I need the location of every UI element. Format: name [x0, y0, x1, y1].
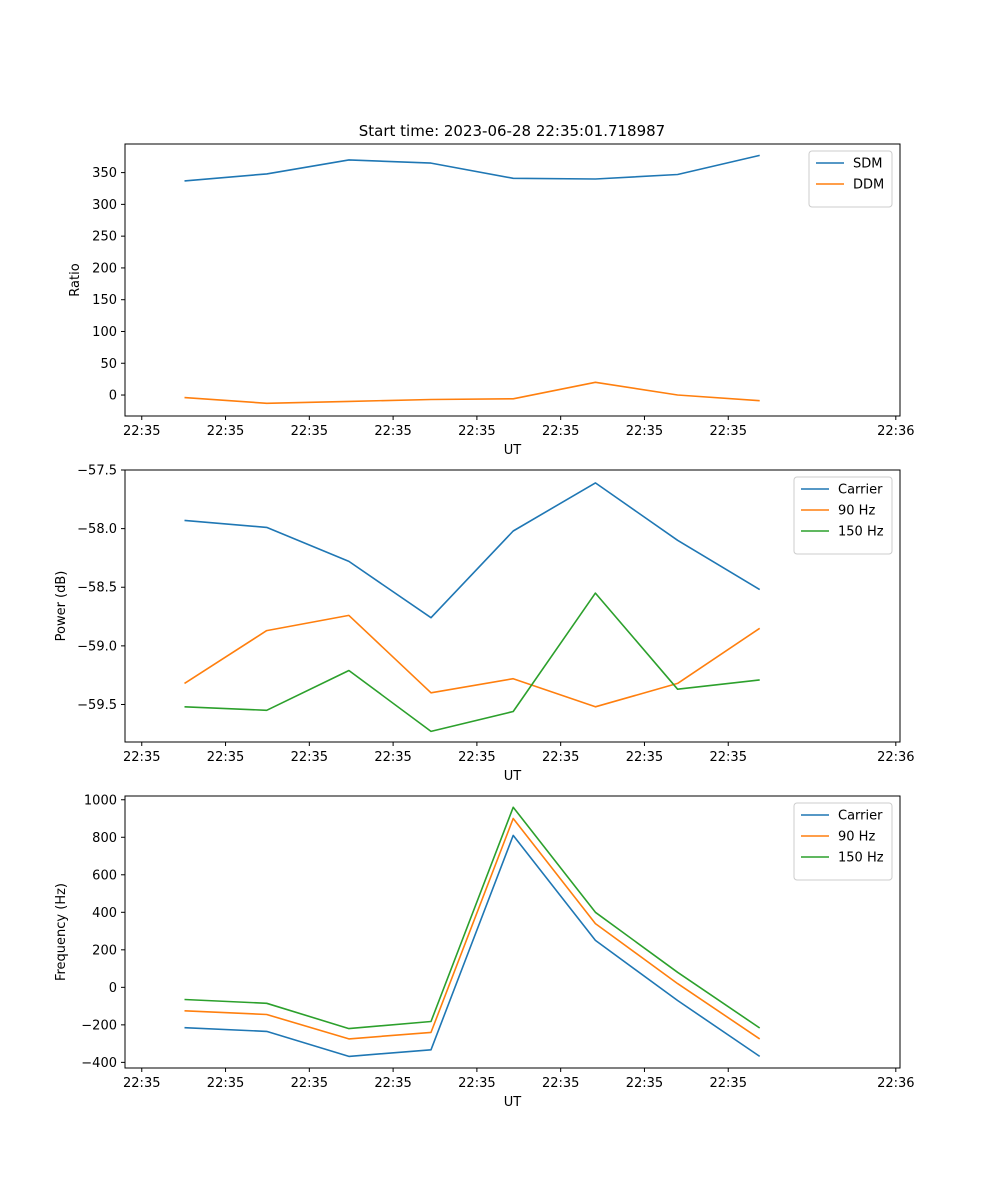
legend-box [793, 476, 893, 555]
x-tick-label: 22:35 [458, 750, 495, 765]
x-tick-label: 22:36 [877, 750, 914, 765]
x-tick-label: 22:35 [291, 424, 328, 439]
x-tick-label: 22:35 [542, 1076, 579, 1091]
legend-box [808, 150, 893, 208]
y-tick-label: 100 [92, 325, 117, 340]
legend-label: Carrier [838, 483, 883, 498]
x-tick-label: 22:35 [207, 750, 244, 765]
y-tick-label: −59.0 [77, 639, 117, 654]
chart-panel-3: −400 −200 0 200 400 600 800 1000 22:35 22:35 22:35… [54, 793, 915, 1110]
series-line-carrier [184, 834, 761, 1058]
legend-label: 150 Hz [838, 851, 884, 866]
legend: Carrier 90 Hz 150 Hz [793, 476, 893, 555]
legend: Carrier 90 Hz 150 Hz [793, 802, 893, 881]
x-axis-label: UT [504, 443, 522, 458]
x-tick-label: 22:35 [123, 1076, 160, 1091]
y-tick-label: 200 [92, 261, 117, 276]
x-tick-label: 22:35 [207, 1076, 244, 1091]
y-axis-label: Ratio [68, 263, 83, 296]
x-tick-label: 22:35 [626, 1076, 663, 1091]
series-line-90-hz [184, 817, 761, 1040]
legend-box [793, 802, 893, 881]
x-axis-label: UT [504, 1095, 522, 1110]
y-tick-label: 50 [100, 357, 117, 372]
y-tick-label: −200 [81, 1018, 117, 1033]
y-tick-label: 0 [109, 389, 117, 404]
y-tick-label: 400 [92, 906, 117, 921]
series-line-150-hz [184, 806, 761, 1030]
chart-panel-2: −57.5 −58.0 −58.5 −59.0 −59.5 22:35 22:35 22:35… [54, 464, 915, 785]
y-tick-label: 250 [92, 230, 117, 245]
y-tick-label: 1000 [84, 793, 117, 808]
axes-frame [124, 795, 901, 1069]
axes-frame [124, 469, 901, 743]
y-tick-label: 800 [92, 831, 117, 846]
x-tick-label: 22:35 [710, 424, 747, 439]
x-tick-label: 22:35 [374, 1076, 411, 1091]
legend-label: DDM [853, 178, 884, 193]
series-line-ddm [184, 381, 760, 405]
y-tick-label: −58.5 [77, 581, 117, 596]
y-axis-label: Frequency (Hz) [54, 883, 69, 981]
legend-label: SDM [853, 157, 882, 172]
y-tick-label: 300 [92, 198, 117, 213]
x-tick-label: 22:35 [207, 424, 244, 439]
figure-title: Start time: 2023-06-28 22:35:01.718987 [359, 122, 665, 140]
x-tick-label: 22:35 [542, 750, 579, 765]
y-tick-label: −59.5 [77, 698, 117, 713]
x-tick-label: 22:35 [123, 424, 160, 439]
y-tick-label: 0 [109, 981, 117, 996]
series-line-150-hz [184, 592, 760, 733]
x-tick-label: 22:35 [123, 750, 160, 765]
x-tick-label: 22:35 [626, 750, 663, 765]
x-tick-label: 22:35 [374, 424, 411, 439]
y-tick-label: 350 [92, 166, 117, 181]
x-tick-label: 22:35 [626, 424, 663, 439]
y-tick-label: 150 [92, 293, 117, 308]
y-tick-label: 600 [92, 868, 117, 883]
x-tick-label: 22:36 [877, 424, 914, 439]
legend-label: 90 Hz [838, 830, 875, 845]
panels: 0 50 100 150 200 250 300 350 22:35 22:35 22:35 22:3… [54, 143, 915, 1110]
x-tick-label: 22:35 [291, 1076, 328, 1091]
legend-label: 90 Hz [838, 504, 875, 519]
x-tick-label: 22:35 [458, 1076, 495, 1091]
legend: SDM DDM [808, 150, 893, 208]
x-axis-label: UT [504, 769, 522, 784]
x-tick-label: 22:35 [374, 750, 411, 765]
chart-panel-1: 0 50 100 150 200 250 300 350 22:35 22:35 22:35 22:3… [68, 143, 915, 458]
x-tick-label: 22:35 [710, 750, 747, 765]
y-tick-label: −58.0 [77, 522, 117, 537]
y-tick-label: −57.5 [77, 464, 117, 479]
axes-frame [124, 143, 901, 417]
x-tick-label: 22:35 [291, 750, 328, 765]
y-tick-label: −400 [81, 1056, 117, 1071]
y-tick-label: 200 [92, 943, 117, 958]
x-tick-label: 22:35 [710, 1076, 747, 1091]
x-tick-label: 22:36 [877, 1076, 914, 1091]
y-axis-label: Power (dB) [54, 571, 69, 642]
x-tick-label: 22:35 [458, 424, 495, 439]
series-line-sdm [184, 154, 760, 182]
legend-label: 150 Hz [838, 525, 884, 540]
x-tick-label: 22:35 [542, 424, 579, 439]
series-line-90-hz [184, 614, 761, 708]
legend-label: Carrier [838, 809, 883, 824]
series-line-carrier [184, 482, 761, 619]
